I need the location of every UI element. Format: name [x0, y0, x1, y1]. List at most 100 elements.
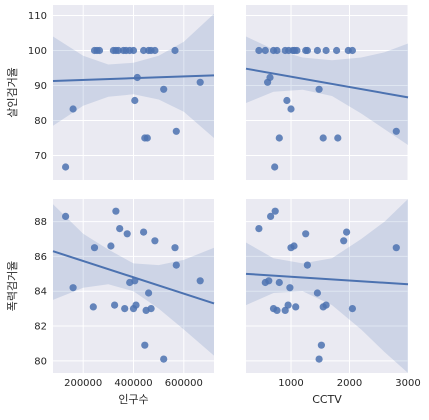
data-point — [160, 85, 168, 93]
data-point — [273, 306, 281, 314]
x-tick-label: 1000 — [278, 378, 303, 389]
regression-line — [245, 67, 409, 99]
data-point — [196, 277, 204, 285]
data-point — [334, 134, 342, 142]
data-point — [145, 289, 153, 297]
x-axis-label: CCTV — [312, 393, 342, 406]
regression-line — [52, 250, 215, 305]
data-point — [69, 284, 77, 292]
x-tick-label: 3000 — [395, 378, 420, 389]
data-point — [303, 261, 311, 269]
data-point — [141, 341, 149, 349]
panel-background — [246, 199, 408, 373]
y-tick-label: 110 — [28, 11, 47, 22]
panel-0-1 — [245, 5, 409, 180]
y-axis-label: 폭력검거율 — [6, 261, 19, 312]
confidence-band — [53, 13, 214, 138]
data-point — [129, 46, 138, 55]
data-point — [151, 46, 159, 55]
data-point — [275, 134, 283, 142]
panel-1-0: 80 82 84 86 88 200000 400000 600000 인구수 폭력검거율 — [6, 199, 215, 406]
data-point — [62, 163, 70, 171]
data-point — [333, 46, 341, 55]
data-point — [284, 301, 292, 309]
y-axis-label: 살인검거율 — [6, 67, 19, 118]
data-point — [322, 301, 330, 309]
data-point — [283, 96, 291, 105]
data-point — [303, 46, 311, 55]
x-tick-label: 200000 — [64, 378, 102, 389]
x-axis-label: 인구수 — [118, 393, 148, 406]
data-point — [348, 305, 356, 313]
data-point — [89, 303, 97, 311]
data-point — [271, 163, 279, 171]
y-tick-label: 84 — [34, 287, 47, 298]
y-tick-label: 100 — [28, 46, 47, 57]
data-point — [121, 305, 129, 313]
x-tick-label: 400000 — [114, 378, 152, 389]
data-point — [196, 78, 204, 86]
data-point — [392, 127, 400, 135]
data-point — [315, 355, 323, 363]
regression-line — [245, 272, 409, 286]
data-point — [343, 228, 351, 236]
data-point — [265, 277, 273, 285]
data-point — [147, 305, 155, 313]
data-point — [140, 46, 148, 55]
data-point — [290, 242, 298, 250]
data-point — [261, 46, 269, 55]
data-point — [392, 244, 400, 252]
data-point — [171, 46, 179, 55]
data-point — [95, 46, 104, 55]
data-point — [286, 284, 294, 292]
data-point — [171, 244, 179, 252]
y-tick-label: 80 — [34, 116, 47, 127]
x-tick-label: 600000 — [165, 378, 203, 389]
data-point — [107, 242, 115, 250]
data-point — [273, 46, 281, 55]
data-point — [292, 303, 300, 311]
x-tick-label: 2000 — [337, 378, 362, 389]
data-point — [140, 228, 148, 236]
regression-line — [52, 74, 215, 82]
data-point — [112, 207, 120, 215]
data-point — [319, 134, 327, 142]
confidence-band — [246, 199, 408, 373]
y-tick-label: 88 — [34, 217, 47, 228]
data-point — [255, 225, 263, 233]
data-point — [90, 244, 99, 252]
y-tick-label: 70 — [34, 151, 47, 162]
data-point — [317, 341, 325, 349]
y-tick-label: 86 — [34, 252, 47, 263]
data-point — [143, 134, 151, 142]
data-point — [255, 46, 263, 55]
data-point — [313, 46, 321, 55]
data-point — [281, 306, 289, 314]
data-point — [116, 225, 124, 233]
data-point — [348, 46, 356, 55]
y-tick-label: 90 — [34, 81, 47, 92]
data-point — [132, 301, 140, 309]
data-point — [287, 105, 295, 113]
data-point — [313, 289, 321, 297]
data-point — [322, 46, 330, 55]
data-point — [275, 278, 283, 287]
data-point — [62, 212, 70, 220]
data-point — [111, 301, 119, 309]
confidence-band — [246, 36, 408, 145]
data-point — [131, 96, 139, 105]
panel-1-1: 1000 2000 3000 CCTV — [245, 199, 421, 406]
data-point — [266, 73, 274, 82]
data-point — [315, 85, 323, 93]
y-tick-label: 82 — [34, 322, 47, 333]
data-point — [69, 105, 77, 113]
data-point — [172, 127, 180, 135]
panel-0-0: 70 80 90 100 110 살인검거율 — [6, 5, 215, 180]
y-tick-label: 80 — [34, 356, 47, 367]
data-point — [172, 261, 180, 269]
data-point — [293, 46, 301, 55]
data-point — [302, 230, 310, 238]
data-point — [340, 237, 348, 245]
data-point — [160, 355, 168, 363]
